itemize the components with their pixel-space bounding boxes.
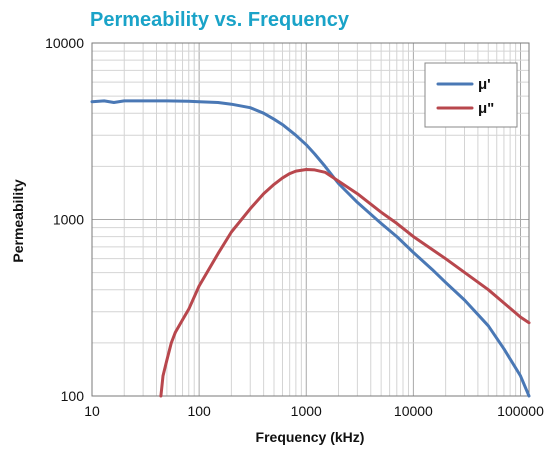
x-tick-label: 100000	[497, 403, 544, 419]
x-tick-label: 10	[84, 403, 100, 419]
series-line-1	[90, 99, 531, 398]
y-tick-label: 1000	[53, 212, 84, 228]
legend: μ' μ"	[424, 62, 518, 128]
legend-label-1: μ'	[478, 76, 491, 93]
y-axis-label: Permeability	[10, 179, 26, 262]
series-line-2	[159, 168, 531, 398]
y-tick-label: 100	[61, 388, 85, 404]
y-tick-label: 10000	[45, 35, 84, 51]
series-lines	[90, 99, 531, 398]
x-tick-label: 1000	[291, 403, 322, 419]
legend-label-2: μ"	[478, 100, 494, 117]
legend-box	[424, 62, 518, 128]
plot-frame	[91, 42, 530, 397]
chart-title: Permeability vs. Frequency	[90, 9, 350, 31]
x-axis-label: Frequency (kHz)	[256, 429, 365, 445]
x-tick-label: 100	[187, 403, 211, 419]
x-tick-label: 10000	[394, 403, 433, 419]
